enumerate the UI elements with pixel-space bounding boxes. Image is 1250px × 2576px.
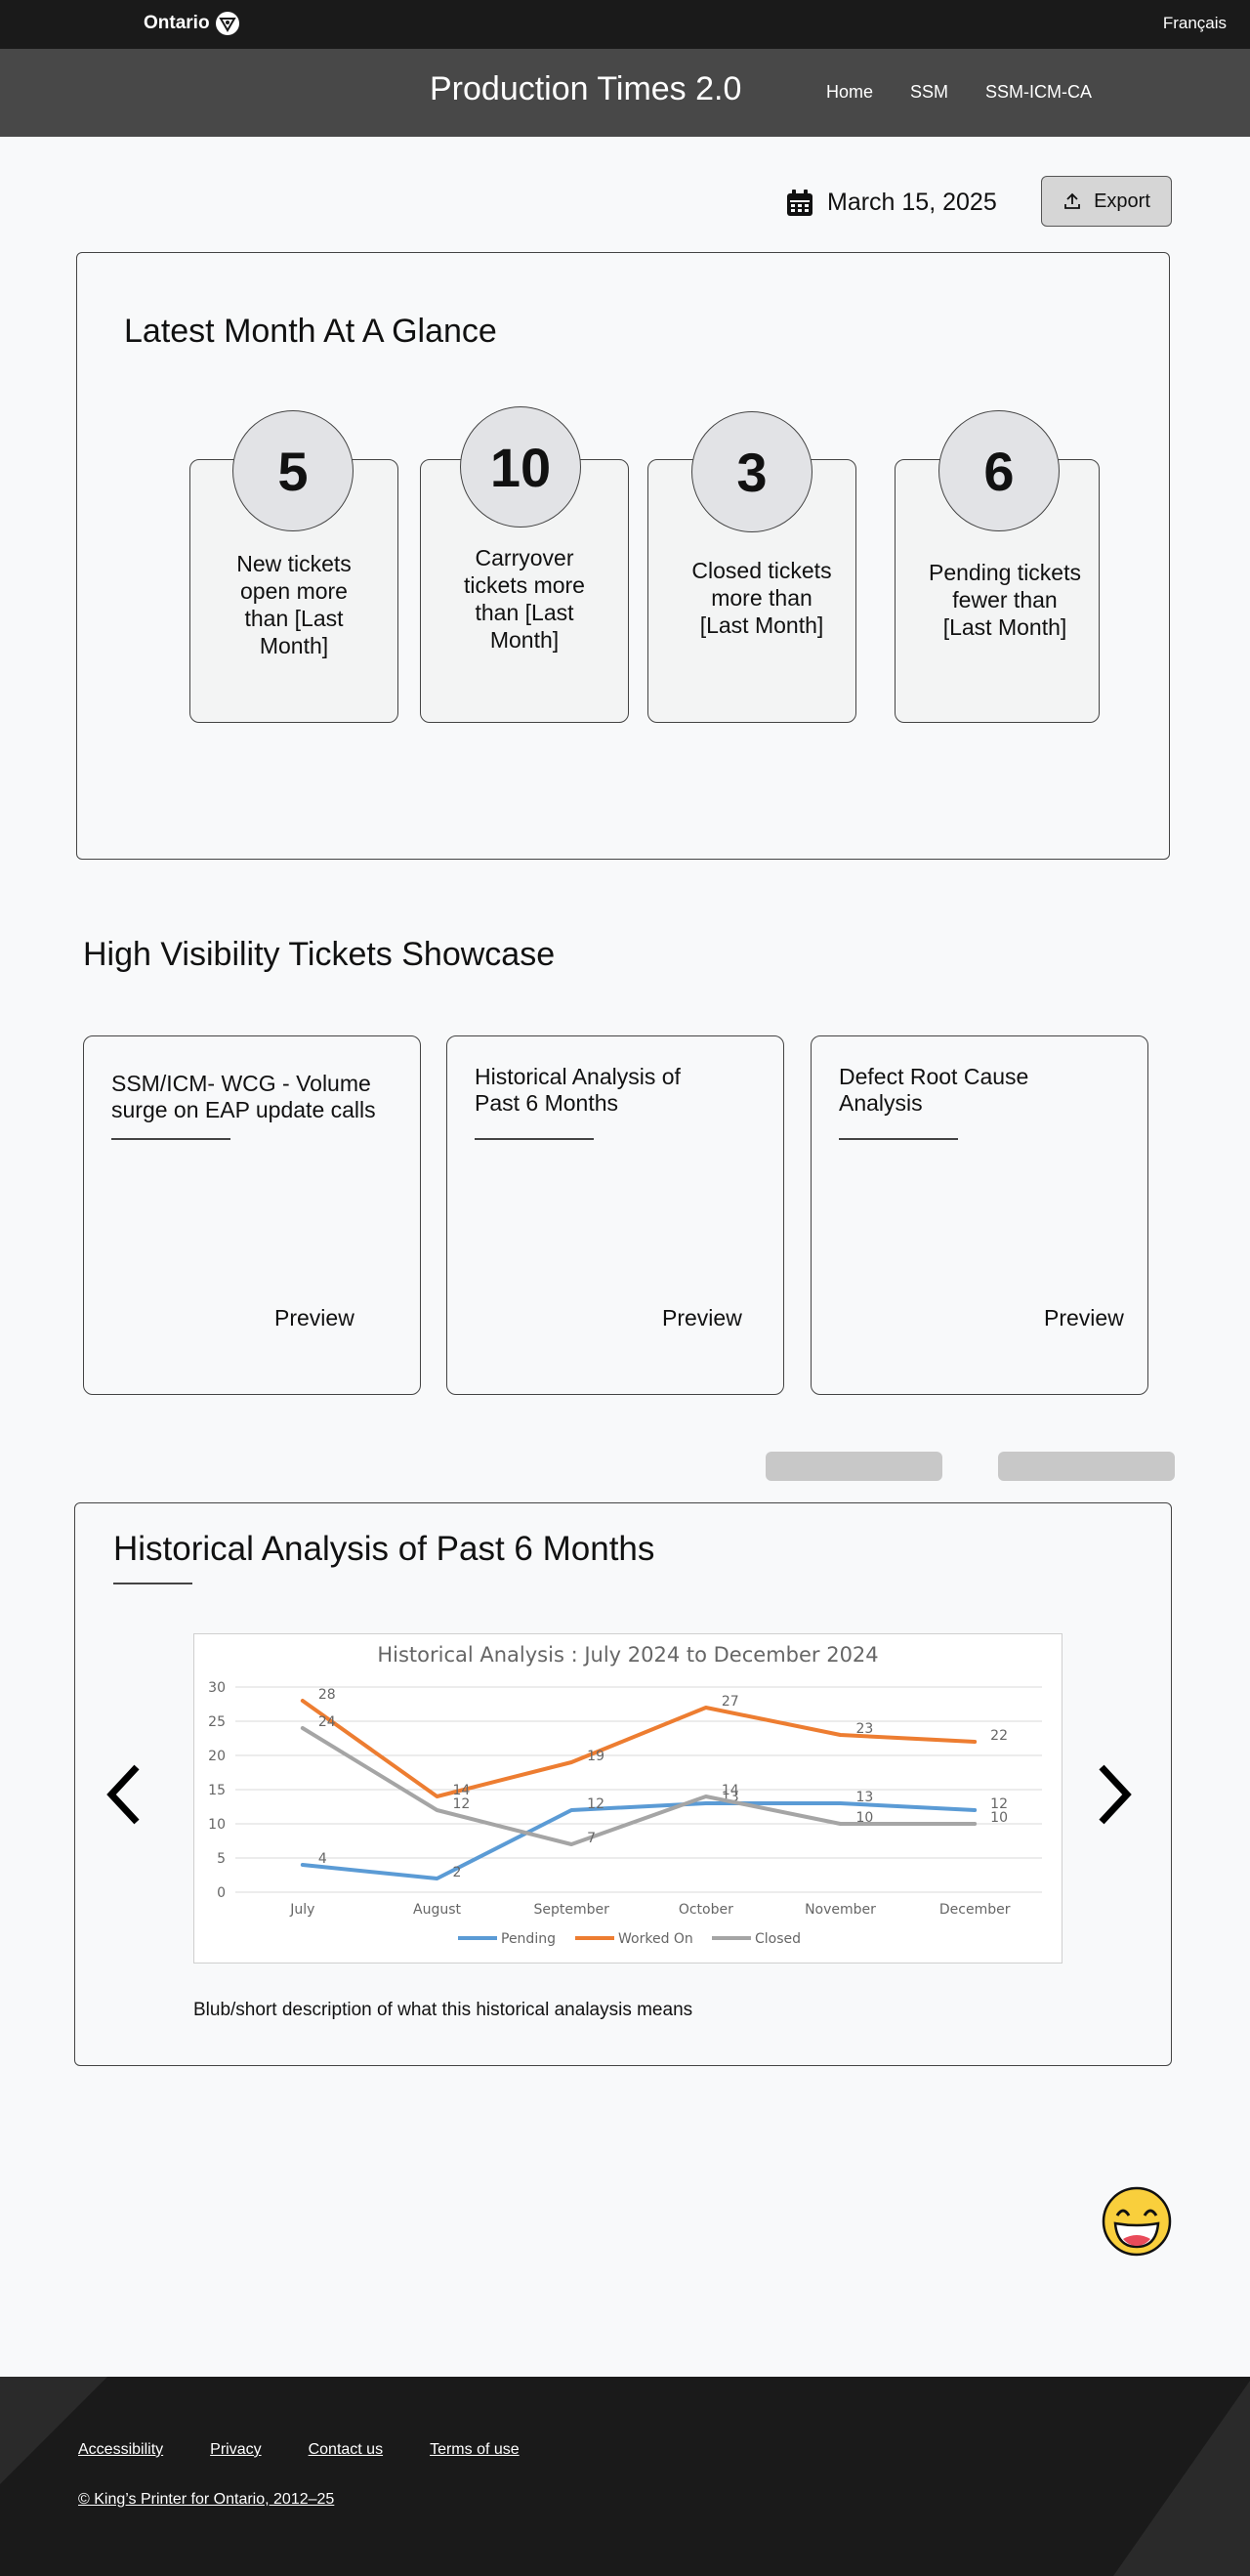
- showcase-title: High Visibility Tickets Showcase: [83, 936, 556, 973]
- nav-ssm[interactable]: SSM: [910, 82, 949, 102]
- footer-decoration: [0, 2377, 107, 2484]
- upload-icon: [1064, 192, 1080, 209]
- preview-link[interactable]: Preview: [1044, 1305, 1124, 1330]
- series-line-closed: [300, 1726, 978, 1846]
- data-label: 14: [722, 1783, 739, 1798]
- data-label: 28: [318, 1687, 336, 1703]
- showcase-card-title: Defect Root Cause Analysis: [839, 1064, 1029, 1116]
- stat-value-closed-tickets: 3: [691, 411, 812, 532]
- current-date: March 15, 2025: [827, 189, 997, 216]
- nav-home[interactable]: Home: [826, 82, 874, 102]
- y-tick-label: 15: [208, 1783, 226, 1798]
- trillium-icon: [215, 12, 239, 35]
- stat-label-closed-tickets: Closed tickets more than [Last Month]: [691, 558, 832, 638]
- preview-link[interactable]: Preview: [274, 1305, 354, 1330]
- export-button[interactable]: Export: [1041, 176, 1172, 227]
- stat-value-pending-tickets: 6: [938, 410, 1060, 531]
- footer-link-accessibility[interactable]: Accessibility: [78, 2441, 164, 2458]
- data-label: 14: [453, 1783, 471, 1798]
- y-tick-label: 25: [208, 1714, 226, 1730]
- stat-value-carryover-tickets: 10: [460, 406, 581, 528]
- main-nav: Home SSM SSM-ICM-CA: [826, 82, 1092, 103]
- chevron-right-icon[interactable]: [1096, 1763, 1135, 1826]
- footer-links: Accessibility Privacy Contact us Terms o…: [78, 2441, 520, 2459]
- data-label: 19: [587, 1749, 604, 1764]
- historical-analysis-title: Historical Analysis of Past 6 Months: [113, 1530, 655, 1568]
- series-line-pending: [300, 1801, 978, 1880]
- data-label: 10: [856, 1810, 874, 1826]
- data-label: 27: [722, 1694, 739, 1710]
- showcase-card-volume-surge[interactable]: SSM/ICM- WCG - Volume surge on EAP update…: [83, 1035, 421, 1395]
- stat-label-pending-tickets: Pending tickets fewer than [Last Month]: [929, 560, 1081, 640]
- footer-link-terms[interactable]: Terms of use: [430, 2441, 520, 2458]
- footer-decoration: [1113, 2381, 1250, 2576]
- showcase-card-defect-root-cause[interactable]: Defect Root Cause Analysis Preview: [811, 1035, 1148, 1395]
- y-tick-label: 20: [208, 1749, 226, 1764]
- data-label: 12: [990, 1796, 1008, 1812]
- data-label: 12: [453, 1796, 471, 1812]
- series-line-worked-on: [300, 1699, 978, 1798]
- chart-title: Historical Analysis : July 2024 to Decem…: [377, 1643, 878, 1667]
- stat-label-new-tickets: New tickets open more than [Last Month]: [236, 551, 352, 658]
- ontario-logo[interactable]: Ontario: [144, 12, 239, 35]
- x-tick-label: August: [413, 1902, 462, 1918]
- carousel-indicator-2[interactable]: [998, 1452, 1175, 1481]
- title-underline: [475, 1138, 594, 1140]
- top-bar: Ontario Français: [0, 0, 1250, 49]
- date-display: March 15, 2025: [786, 189, 997, 217]
- stat-label-carryover-tickets: Carryover tickets more than [Last Month]: [464, 545, 585, 653]
- showcase-card-historical-analysis[interactable]: Historical Analysis of Past 6 Months Prev…: [446, 1035, 784, 1395]
- data-label: 23: [856, 1721, 874, 1737]
- showcase-card-title: SSM/ICM- WCG - Volume surge on EAP update…: [111, 1071, 376, 1122]
- historical-chart: Historical Analysis : July 2024 to Decem…: [193, 1633, 1062, 1964]
- language-toggle-link[interactable]: Français: [1162, 14, 1227, 32]
- y-tick-label: 30: [208, 1680, 226, 1696]
- at-a-glance-title: Latest Month At A Glance: [124, 313, 497, 350]
- x-tick-label: July: [289, 1902, 314, 1918]
- data-label: 10: [990, 1810, 1008, 1826]
- copyright-link[interactable]: © King’s Printer for Ontario, 2012–25: [78, 2491, 335, 2508]
- line-chart: Historical Analysis : July 2024 to Decem…: [208, 1643, 1042, 1947]
- footer-link-privacy[interactable]: Privacy: [210, 2441, 262, 2458]
- y-tick-label: 5: [217, 1851, 226, 1867]
- data-label: 24: [318, 1714, 336, 1730]
- nav-ssm-icm-ca[interactable]: SSM-ICM-CA: [985, 82, 1093, 102]
- legend-label: Pending: [501, 1931, 556, 1947]
- historical-description: Blub/short description of what this hist…: [193, 2000, 693, 2020]
- data-label: 7: [587, 1831, 596, 1846]
- title-underline: [113, 1583, 192, 1584]
- y-tick-label: 0: [217, 1885, 226, 1901]
- chevron-left-icon[interactable]: [104, 1763, 143, 1826]
- data-label: 12: [587, 1796, 604, 1812]
- footer-link-contact[interactable]: Contact us: [308, 2441, 384, 2458]
- x-tick-label: September: [533, 1902, 609, 1918]
- export-label: Export: [1094, 190, 1150, 212]
- historical-analysis-panel: [74, 1502, 1172, 2066]
- data-label: 22: [990, 1728, 1008, 1744]
- site-footer: Accessibility Privacy Contact us Terms o…: [0, 2377, 1250, 2576]
- showcase-card-title: Historical Analysis of Past 6 Months: [475, 1064, 681, 1116]
- data-label: 2: [453, 1865, 462, 1880]
- title-underline: [839, 1138, 958, 1140]
- x-tick-label: October: [679, 1902, 733, 1918]
- smiley-feedback-icon[interactable]: [1102, 2186, 1172, 2257]
- data-label: 13: [856, 1790, 874, 1805]
- calendar-icon: [787, 189, 812, 216]
- brand-name: Ontario: [144, 13, 210, 33]
- carousel-indicator-1[interactable]: [766, 1452, 942, 1481]
- x-tick-label: November: [805, 1902, 876, 1918]
- x-tick-label: December: [939, 1902, 1011, 1918]
- app-header: Production Times 2.0 Home SSM SSM-ICM-CA: [0, 49, 1250, 137]
- title-underline: [111, 1138, 230, 1140]
- at-a-glance-panel: [76, 252, 1170, 860]
- stat-value-new-tickets: 5: [232, 410, 354, 531]
- preview-link[interactable]: Preview: [662, 1305, 742, 1330]
- legend-label: Closed: [755, 1931, 801, 1947]
- data-label: 4: [318, 1851, 327, 1867]
- y-tick-label: 10: [208, 1817, 226, 1833]
- app-title: Production Times 2.0: [430, 70, 742, 107]
- legend-label: Worked On: [618, 1931, 693, 1947]
